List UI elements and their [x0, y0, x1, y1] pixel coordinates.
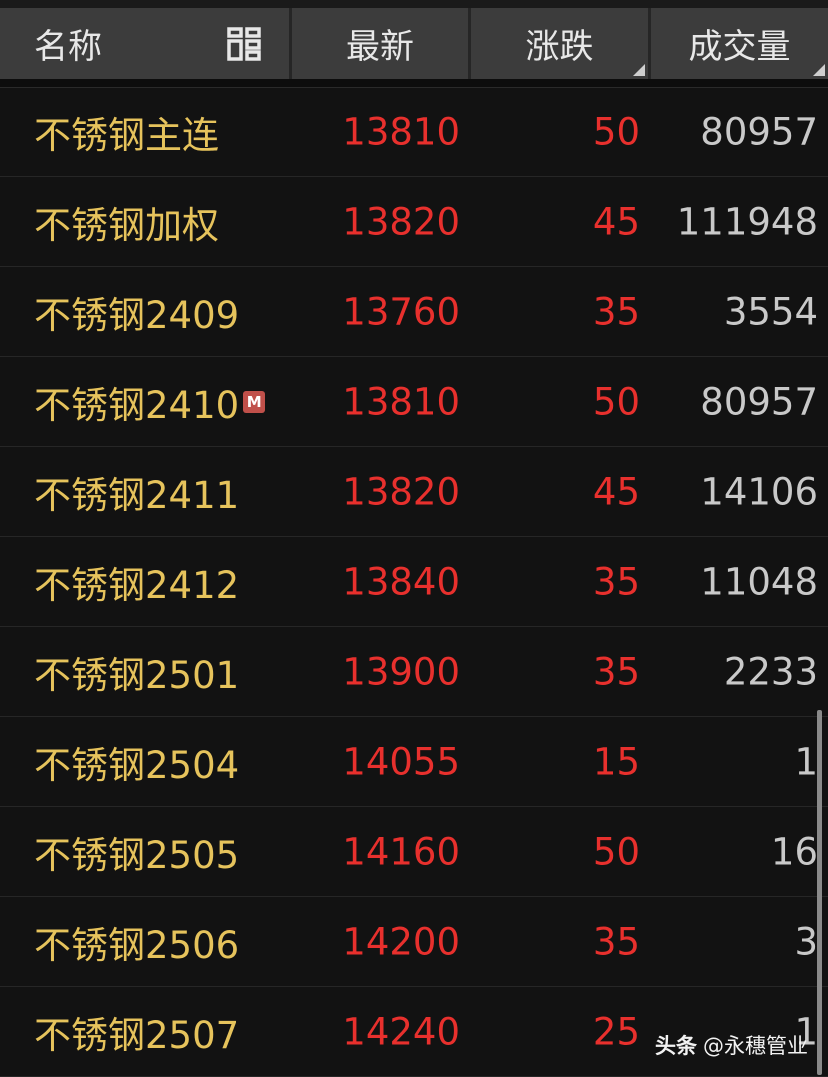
- contract-name: 不锈钢主连: [34, 105, 219, 159]
- last-price: 13810: [342, 380, 460, 423]
- last-price: 14160: [342, 830, 460, 873]
- contract-name: 不锈钢2504: [34, 735, 239, 789]
- last-price: 13820: [342, 200, 460, 243]
- column-header-name[interactable]: 名称: [0, 8, 292, 79]
- header-divider: [0, 79, 828, 88]
- last-price: 13840: [342, 560, 460, 603]
- main-contract-badge: M: [243, 390, 266, 413]
- contract-name: 不锈钢2501: [34, 645, 239, 699]
- column-header-last-label: 最新: [346, 27, 414, 67]
- grid-layout-icon[interactable]: [227, 27, 261, 61]
- last-price: 13760: [342, 290, 460, 333]
- price-change: 50: [592, 110, 640, 153]
- watermark-source: 头条: [655, 1034, 697, 1058]
- contract-name-text: 不锈钢2411: [34, 473, 240, 517]
- contract-name: 不锈钢2409: [34, 285, 239, 339]
- price-change: 45: [592, 200, 640, 243]
- price-change: 45: [592, 470, 640, 513]
- column-header-change[interactable]: 涨跌: [471, 8, 651, 79]
- volume: 11048: [700, 560, 818, 603]
- table-row[interactable]: 不锈钢2412 13840 35 11048: [0, 537, 828, 627]
- volume: 80957: [700, 380, 818, 423]
- sort-corner-icon: [633, 64, 645, 76]
- contract-name-text: 不锈钢2505: [34, 833, 240, 877]
- column-header-name-label: 名称: [34, 27, 102, 67]
- contract-name-text: 不锈钢2507: [34, 1013, 240, 1057]
- contract-name-text: 不锈钢加权: [34, 203, 219, 247]
- table-row[interactable]: 不锈钢2501 13900 35 2233: [0, 627, 828, 717]
- price-change: 35: [592, 650, 640, 693]
- contract-name-text: 不锈钢2506: [34, 923, 240, 967]
- price-change: 35: [592, 920, 640, 963]
- volume: 14106: [700, 470, 818, 513]
- table-row[interactable]: 不锈钢2409 13760 35 3554: [0, 267, 828, 357]
- contract-name: 不锈钢2507: [34, 1005, 239, 1059]
- contract-name: 不锈钢加权: [34, 195, 219, 249]
- table-row[interactable]: 不锈钢2505 14160 50 16: [0, 807, 828, 897]
- volume: 80957: [700, 110, 818, 153]
- contract-name: 不锈钢2506: [34, 915, 239, 969]
- contract-name: 不锈钢2410 M: [34, 375, 266, 429]
- column-header-change-label: 涨跌: [525, 27, 594, 67]
- contract-name-text: 不锈钢2504: [34, 743, 240, 787]
- volume: 1: [794, 1010, 818, 1053]
- table-header: 名称 最新 涨跌 成交量: [0, 8, 828, 79]
- last-price: 13820: [342, 470, 460, 513]
- table-row[interactable]: 不锈钢加权 13820 45 111948: [0, 177, 828, 267]
- column-header-last[interactable]: 最新: [292, 8, 471, 79]
- last-price: 14240: [342, 1010, 460, 1053]
- contract-name-text: 不锈钢2501: [34, 653, 240, 697]
- contract-name: 不锈钢2505: [34, 825, 239, 879]
- price-change: 35: [592, 560, 640, 603]
- status-strip: [0, 0, 828, 8]
- table-row[interactable]: 不锈钢2411 13820 45 14106: [0, 447, 828, 537]
- scrollbar[interactable]: [817, 710, 822, 1075]
- quote-list: 不锈钢主连 13810 50 80957 不锈钢加权 13820 45 111948 不锈钢24…: [0, 87, 828, 1077]
- price-change: 50: [592, 830, 640, 873]
- table-row[interactable]: 不锈钢2410 M 13810 50 80957: [0, 357, 828, 447]
- last-price: 14200: [342, 920, 460, 963]
- contract-name-text: 不锈钢2409: [34, 293, 240, 337]
- price-change: 35: [592, 290, 640, 333]
- last-price: 14055: [342, 740, 460, 783]
- volume: 1: [794, 740, 818, 783]
- last-price: 13900: [342, 650, 460, 693]
- table-row[interactable]: 不锈钢2504 14055 15 1: [0, 717, 828, 807]
- price-change: 50: [592, 380, 640, 423]
- price-change: 15: [592, 740, 640, 783]
- last-price: 13810: [342, 110, 460, 153]
- contract-name: 不锈钢2411: [34, 465, 239, 519]
- table-row[interactable]: 不锈钢主连 13810 50 80957: [0, 87, 828, 177]
- contract-name-text: 不锈钢2410: [34, 383, 240, 427]
- table-row[interactable]: 不锈钢2506 14200 35 3: [0, 897, 828, 987]
- column-header-volume[interactable]: 成交量: [651, 8, 828, 79]
- table-row[interactable]: 不锈钢2507 14240 25 1: [0, 987, 828, 1077]
- contract-name: 不锈钢2412: [34, 555, 239, 609]
- column-header-volume-label: 成交量: [688, 27, 791, 67]
- volume: 3: [794, 920, 818, 963]
- volume: 3554: [723, 290, 818, 333]
- watermark-author: @永穗管业: [703, 1034, 808, 1058]
- volume: 111948: [676, 200, 818, 243]
- watermark: 头条 @永穗管业: [655, 1030, 808, 1060]
- volume: 2233: [723, 650, 818, 693]
- volume: 16: [770, 830, 818, 873]
- sort-corner-icon: [813, 64, 825, 76]
- price-change: 25: [592, 1010, 640, 1053]
- contract-name-text: 不锈钢主连: [34, 113, 219, 157]
- contract-name-text: 不锈钢2412: [34, 563, 240, 607]
